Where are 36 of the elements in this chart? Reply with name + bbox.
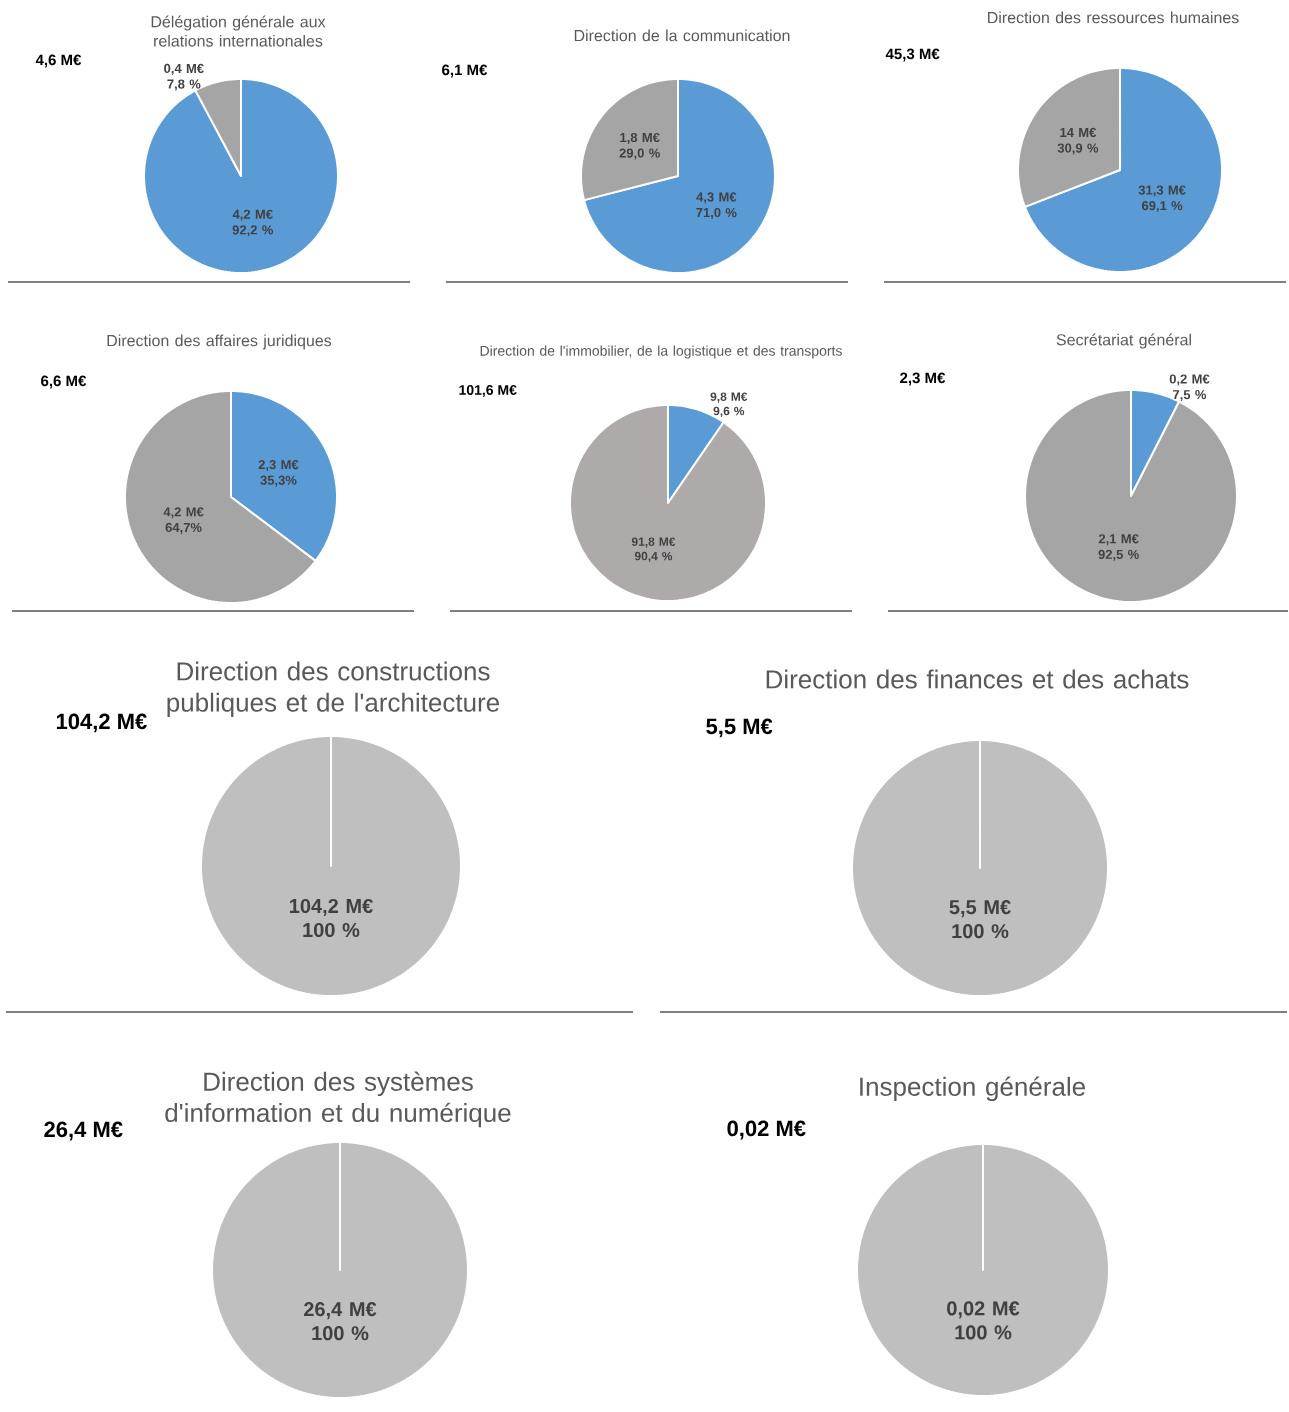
chart-title: Direction des affaires juridiques (107, 334, 332, 350)
chart-subtitle: 6,6 M€ (41, 375, 87, 389)
chart-title: Direction des finances et des achats (766, 669, 1189, 689)
chart-subtitle: 4,6 M€ (35, 54, 82, 68)
chart-title: Direction des systèmes d'information et du numérique (165, 1071, 511, 1128)
data-label: 0,4 M€ 7,8 % (164, 63, 204, 91)
data-label: 0,02 M€ 100 % (947, 1301, 1020, 1340)
chart-subtitle: 26,4 M€ (44, 1121, 123, 1141)
data-label: 31,3 M€ 69,1 % (1138, 185, 1186, 213)
chart-subtitle: 6,1 M€ (442, 64, 488, 78)
chart-subtitle: 104,2 M€ (56, 713, 147, 733)
chart-subtitle: 0,02 M€ (727, 1120, 806, 1140)
data-label: 104,2 M€ 100 % (290, 898, 373, 938)
chart-subtitle: 45,3 M€ (885, 48, 940, 62)
data-label: 0,2 M€ 7,5 % (1169, 374, 1210, 402)
chart-subtitle: 101,6 M€ (459, 385, 517, 397)
chart-title: Direction de la communication (574, 29, 790, 42)
data-label: 14 M€ 30,9 % (1057, 127, 1099, 155)
data-label: 5,5 M€ 100 % (949, 900, 1011, 939)
data-label: 2,1 M€ 92,5 % (1098, 534, 1139, 561)
chart-title: Délégation générale aux relations internationales (151, 15, 326, 47)
data-label: 4,2 M€ 64,7% (163, 507, 204, 534)
chart-title: Direction de l'immobilier, de la logistique et des transports (480, 345, 842, 359)
data-label: 9,8 M€ 9,6 % (710, 392, 748, 418)
data-label: 4,3 M€ 71,0 % (696, 192, 737, 220)
data-label: 91,8 M€ 90,4 % (631, 537, 676, 563)
chart-subtitle: 2,3 M€ (900, 372, 946, 386)
chart-title: Direction des constructions publiques et de l'architecture (167, 661, 500, 717)
data-label: 1,8 M€ 29,0 % (619, 132, 660, 160)
data-label: 26,4 M€ 100 % (304, 1302, 377, 1341)
data-label: 2,3 M€ 35,3% (258, 460, 299, 487)
chart-title: Inspection générale (860, 1076, 1085, 1102)
chart-subtitle: 5,5 M€ (706, 718, 773, 738)
chart-title: Direction des ressources humaines (988, 11, 1239, 24)
data-label: 4,2 M€ 92,2 % (232, 209, 274, 237)
chart-title: Secrétariat général (1056, 333, 1191, 349)
